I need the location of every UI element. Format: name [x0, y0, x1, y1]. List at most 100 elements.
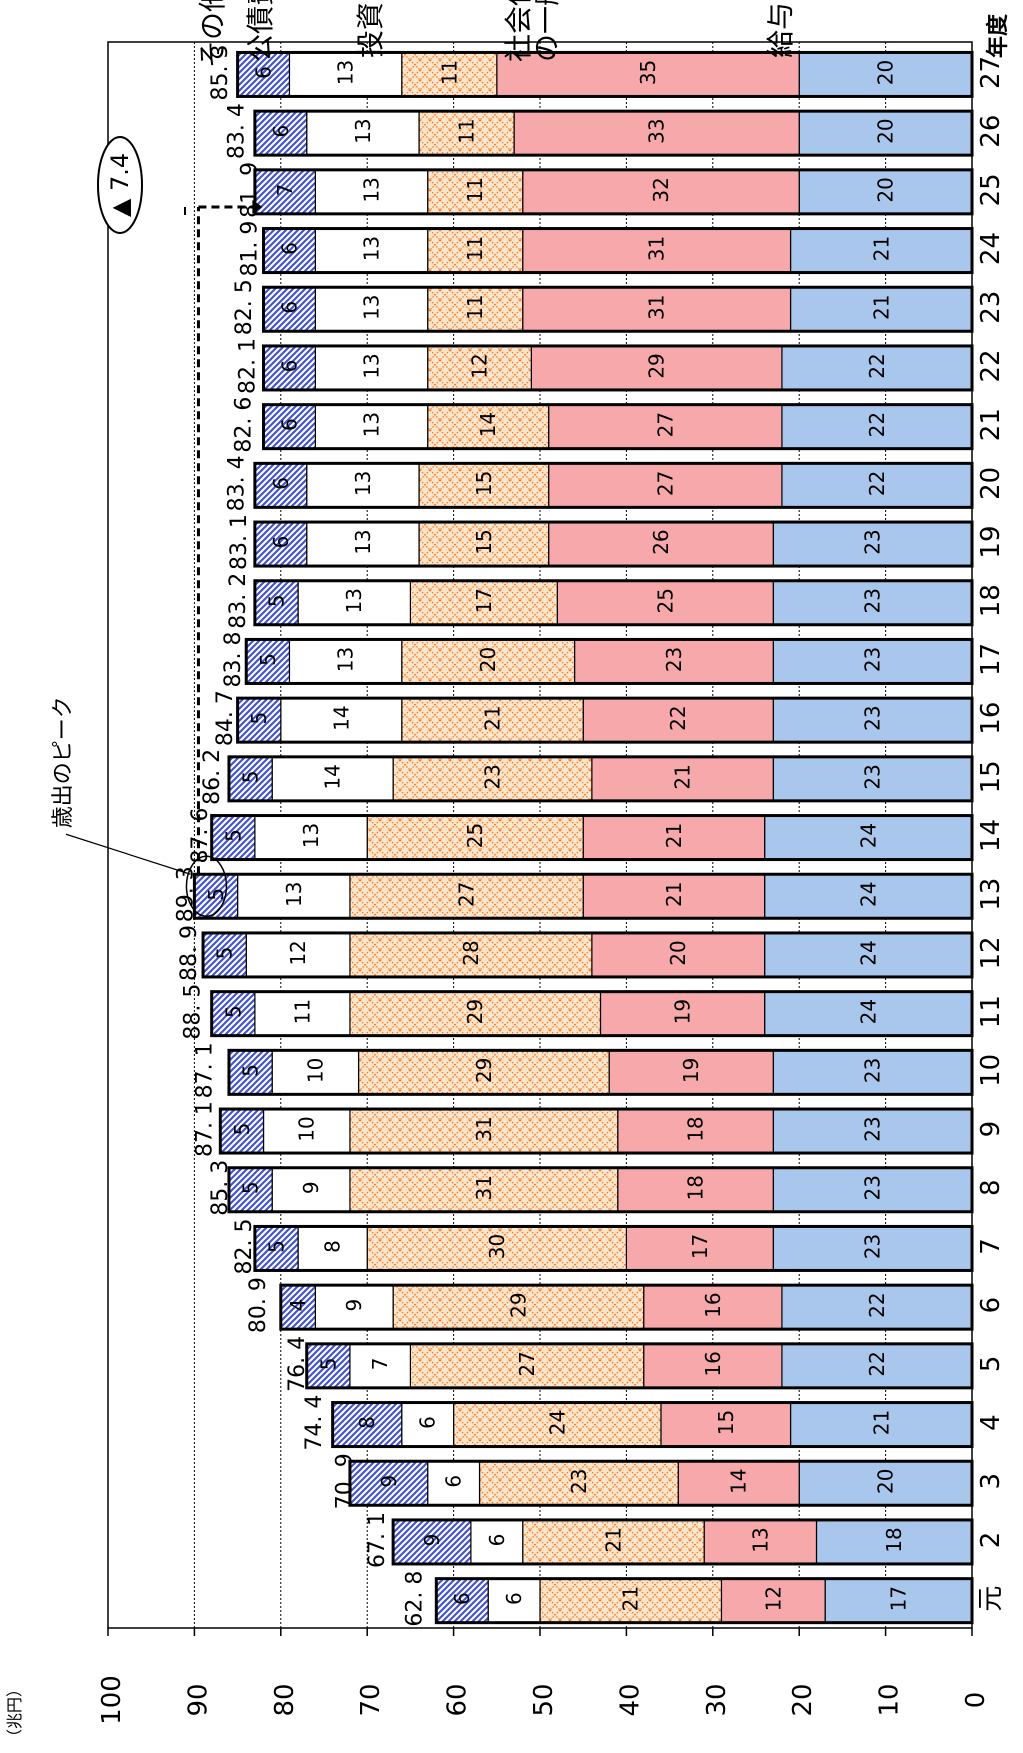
data-label: 22 [666, 705, 690, 730]
data-label: 7 [273, 183, 297, 196]
data-label: 9 [299, 1181, 323, 1194]
bar-segment [245, 932, 351, 978]
bar-outline [253, 579, 974, 627]
data-label: 27 [515, 1351, 539, 1376]
bar-segment [427, 345, 532, 391]
data-label: 31 [645, 295, 669, 320]
bar-segment [262, 286, 316, 332]
data-label: 5 [213, 947, 237, 960]
data-label: 13 [360, 412, 384, 437]
bar-segment [781, 462, 973, 508]
bar-outline [391, 1518, 974, 1566]
data-label: 18 [684, 1116, 708, 1141]
data-label: 5 [256, 653, 280, 666]
data-label: 21 [869, 1410, 893, 1435]
data-label: 24 [856, 882, 880, 907]
data-label: 14 [321, 764, 345, 789]
data-label: 18 [684, 1175, 708, 1200]
data-label: 13 [334, 60, 358, 85]
bar-segment [254, 110, 308, 156]
category-label: 10 [976, 1054, 1006, 1087]
bar-segment [366, 1225, 628, 1272]
bar-outline [210, 814, 974, 862]
bar-segment [522, 169, 800, 215]
value-tick-label: 70 [356, 1683, 386, 1716]
category-label: 20 [976, 467, 1006, 500]
data-label: 13 [282, 882, 306, 907]
value-tick-label: 10 [875, 1683, 905, 1716]
data-label: 20 [666, 940, 690, 965]
total-label: 83. 8 [221, 631, 246, 687]
data-label: 23 [567, 1469, 591, 1494]
data-label: 11 [290, 999, 314, 1024]
data-label: 14 [727, 1469, 751, 1494]
data-label: 17 [887, 1586, 911, 1611]
data-label: 22 [865, 471, 889, 496]
bar-segment [349, 1343, 412, 1389]
total-label: 80. 9 [246, 1277, 271, 1333]
total-label: 83. 1 [227, 514, 252, 570]
bar-segment [401, 1401, 455, 1448]
data-label: 6 [450, 1592, 474, 1605]
data-label: 13 [360, 236, 384, 261]
category-label: 9 [976, 1121, 1006, 1138]
bar-segment [228, 1167, 273, 1213]
data-label: 23 [861, 1116, 885, 1141]
category-label: 13 [976, 878, 1006, 911]
data-label: 22 [865, 353, 889, 378]
bar-outline [262, 227, 974, 275]
data-label: 22 [865, 1292, 889, 1317]
data-label: 7 [368, 1357, 392, 1370]
data-label: 21 [601, 1527, 625, 1552]
data-label: 23 [861, 588, 885, 613]
bar-outline [236, 50, 974, 98]
data-label: 35 [636, 60, 660, 85]
bar-outline [253, 168, 974, 216]
data-label: 29 [472, 1058, 496, 1083]
data-label: 30 [485, 1234, 509, 1259]
data-label: 26 [649, 529, 673, 554]
data-label: 13 [351, 118, 375, 143]
bar-segment [703, 1519, 818, 1565]
total-label: 87. 1 [192, 1101, 217, 1157]
series-label: 公債費 [244, 0, 277, 62]
data-label: 11 [463, 177, 487, 202]
data-label: 17 [472, 588, 496, 613]
peak-label: 歳出のピーク [51, 696, 76, 828]
bar-outline [236, 696, 974, 744]
data-label: 33 [645, 118, 669, 143]
bar-segment [764, 991, 973, 1037]
bar-outline [201, 931, 974, 979]
bar-outline [253, 520, 974, 568]
total-label: 87. 6 [188, 808, 213, 864]
data-label: 24 [856, 823, 880, 848]
value-axis-unit: （兆円） [5, 1681, 24, 1745]
category-label: 26 [976, 115, 1006, 148]
bar-segment [539, 1578, 723, 1624]
data-label: 6 [252, 66, 276, 79]
total-label: 83. 2 [226, 573, 251, 629]
data-label: 11 [463, 295, 487, 320]
reduction-label: ▲ 7.4 [106, 153, 134, 217]
bar-segment [781, 1343, 973, 1389]
category-label: 21 [976, 408, 1006, 441]
bar-segment [237, 873, 351, 919]
data-label: 5 [247, 712, 271, 725]
category-label: 17 [976, 643, 1006, 676]
bar-segment [418, 521, 550, 567]
category-label: 25 [976, 173, 1006, 206]
bar-outline [244, 637, 974, 685]
category-axis-title: 年度 [985, 13, 1011, 58]
bar-segment [772, 697, 973, 743]
data-label: 24 [545, 1410, 569, 1435]
bar-segment [608, 1049, 774, 1095]
data-label: 15 [472, 471, 496, 496]
data-label: 9 [342, 1299, 366, 1312]
data-label: 31 [472, 1116, 496, 1141]
bar-outline [305, 1342, 974, 1390]
category-label: 元 [976, 1586, 1006, 1612]
data-label: 6 [442, 1475, 466, 1488]
bar-outline [262, 285, 974, 333]
total-label: 86. 2 [200, 749, 225, 805]
data-label: 6 [269, 125, 293, 138]
